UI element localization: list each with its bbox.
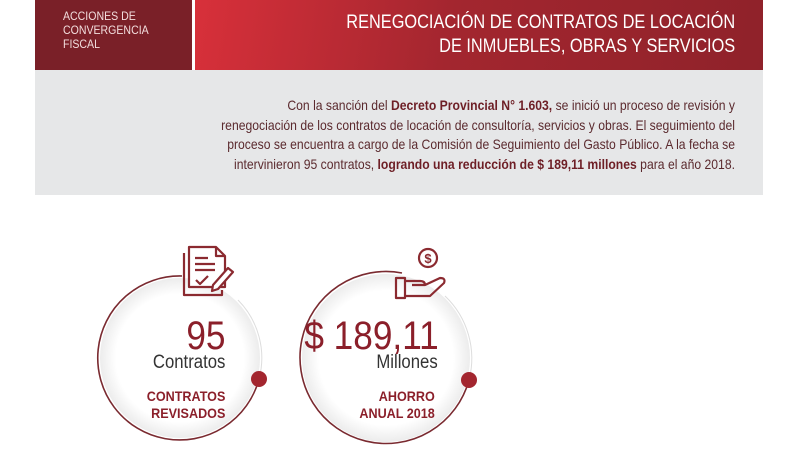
- arc-track: [237, 299, 263, 380]
- text: para el año 2018.: [636, 155, 735, 172]
- intro-text: Con la sanción del Decreto Provincial N°…: [196, 96, 735, 174]
- arc-track: [444, 295, 473, 381]
- title-line: RENEGOCIACIÓN DE CONTRATOS DE LOCACIÓN: [346, 12, 735, 33]
- section-line: FISCAL: [63, 37, 100, 51]
- progress-arc: [299, 270, 470, 445]
- circle-shadow: [302, 274, 470, 442]
- reduction-highlight: logrando una reducción de $ 189,11 millo…: [377, 155, 637, 172]
- label-line: REVISADOS: [150, 405, 225, 421]
- label-line: AHORRO: [378, 388, 435, 404]
- svg-text:$: $: [424, 251, 432, 266]
- arc-dot: [461, 372, 477, 388]
- savings-label: AHORRO ANUAL 2018: [360, 388, 435, 422]
- contract-document-icon: [182, 245, 235, 297]
- progress-arc: [97, 275, 260, 441]
- hand-coin-icon: $: [394, 247, 446, 300]
- title-line: DE INMUEBLES, OBRAS Y SERVICIOS: [438, 36, 735, 57]
- section-line: CONVERGENCIA: [63, 23, 149, 37]
- section-name: ACCIONES DE CONVERGENCIA FISCAL: [63, 9, 149, 51]
- text: intervinieron 95 contratos,: [234, 155, 378, 172]
- intro-panel: Con la sanción del Decreto Provincial N°…: [35, 70, 763, 195]
- label-line: ANUAL 2018: [359, 405, 435, 421]
- section-header: ACCIONES DE CONVERGENCIA FISCAL: [35, 0, 192, 70]
- text: Con la sanción del: [287, 97, 391, 113]
- savings-value: $ 189,11: [304, 314, 439, 358]
- label-line: CONTRATOS: [146, 388, 225, 404]
- title-banner: RENEGOCIACIÓN DE CONTRATOS DE LOCACIÓN D…: [195, 0, 763, 70]
- text: proceso se encuentra a cargo de la Comis…: [227, 136, 736, 152]
- contracts-unit: Contratos: [152, 352, 225, 373]
- text: renegociación de los contratos de locaci…: [221, 116, 735, 133]
- arc-dot: [251, 371, 267, 387]
- contracts-label: CONTRATOS REVISADOS: [146, 388, 225, 422]
- decree-highlight: Decreto Provincial N° 1.603,: [390, 97, 553, 113]
- text: se inició un proceso de revisión y: [552, 97, 735, 113]
- contracts-value: 95: [185, 314, 225, 358]
- page-title: RENEGOCIACIÓN DE CONTRATOS DE LOCACIÓN D…: [346, 11, 735, 59]
- savings-unit: Millones: [376, 352, 438, 373]
- circle-shadow: [100, 278, 260, 438]
- section-line: ACCIONES DE: [63, 9, 136, 23]
